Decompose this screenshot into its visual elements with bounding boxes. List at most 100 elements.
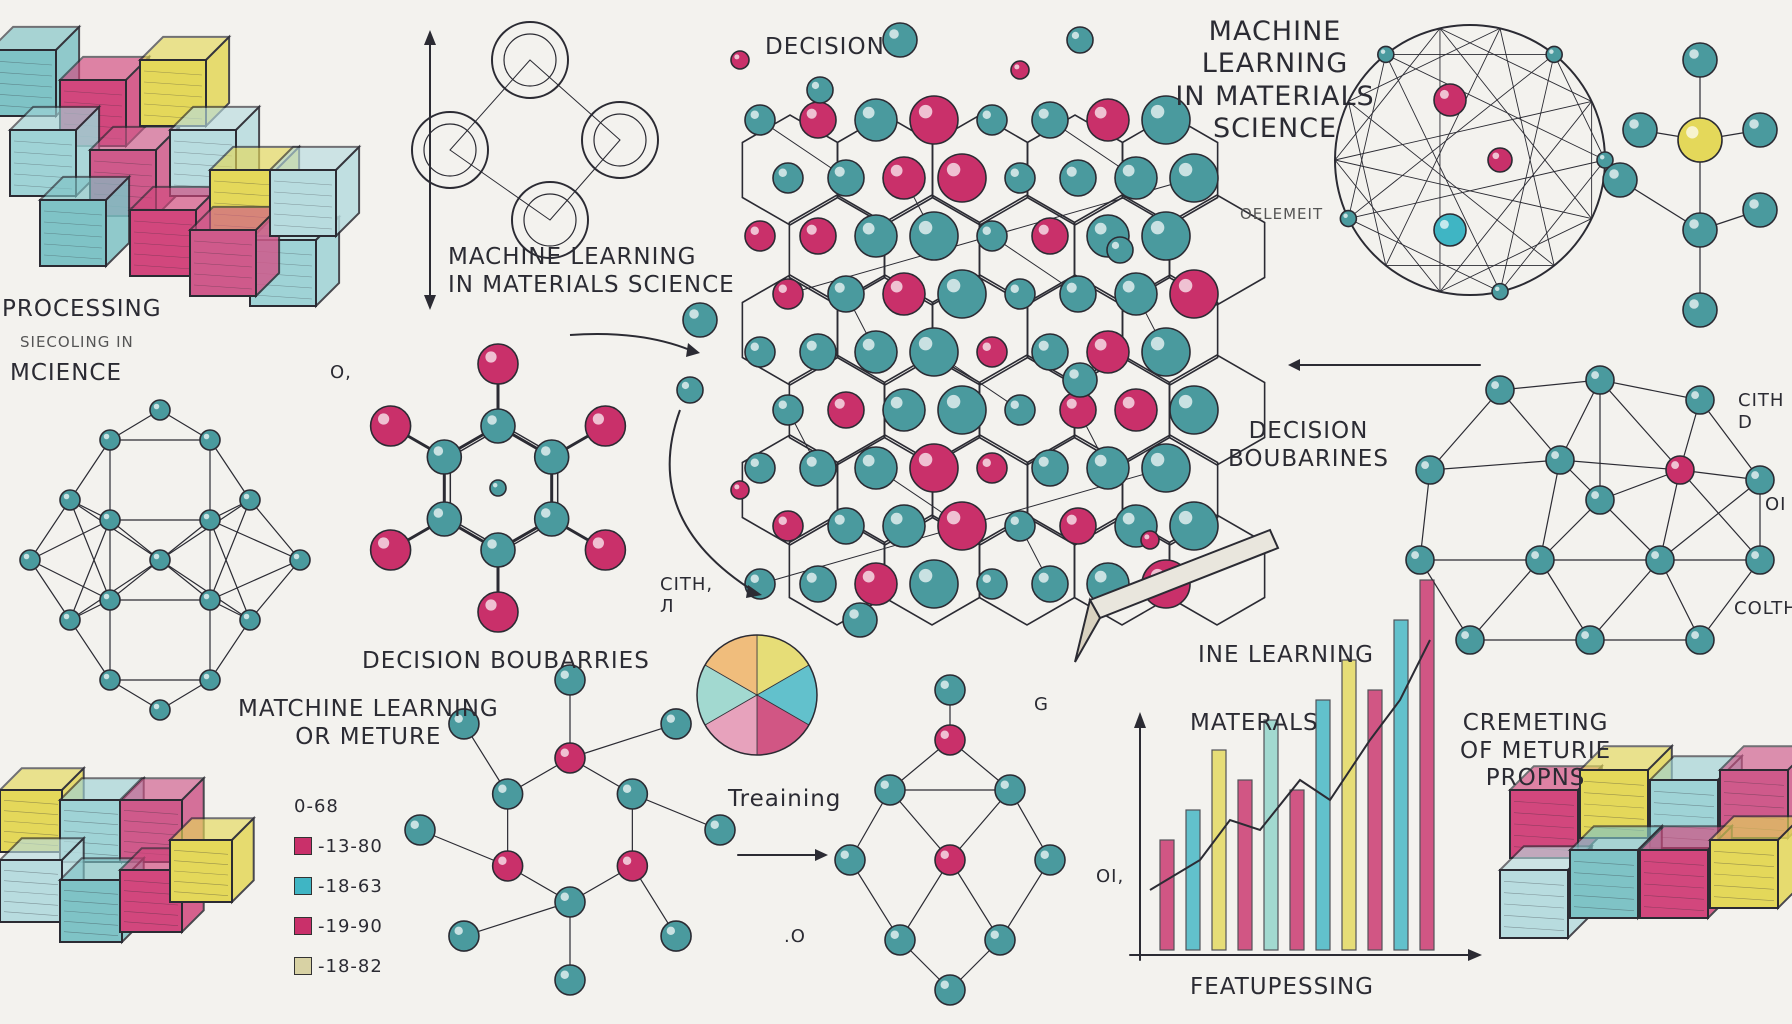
atom — [854, 98, 898, 142]
atom — [491, 778, 524, 810]
atom — [1114, 388, 1158, 432]
atom — [584, 529, 627, 571]
atom — [1086, 330, 1130, 374]
atom — [1545, 45, 1563, 64]
atom — [994, 774, 1026, 806]
atom — [772, 394, 804, 426]
crystal-lattice — [741, 95, 1266, 626]
atom — [477, 591, 519, 633]
atom — [704, 814, 736, 846]
atom — [772, 278, 804, 310]
legend-item: -18-63 — [294, 866, 383, 906]
cube-stack-bottom-left — [0, 765, 257, 945]
atom — [937, 385, 987, 435]
pie-sketch — [696, 634, 818, 756]
legend-swatch — [294, 877, 312, 895]
pencil-sketch — [1074, 528, 1280, 663]
atom — [744, 452, 776, 484]
atom — [660, 708, 692, 740]
atom — [984, 924, 1016, 956]
atom — [937, 501, 987, 551]
atom — [976, 452, 1008, 484]
atom — [59, 609, 81, 631]
atom — [1377, 45, 1395, 64]
atom — [199, 669, 221, 691]
atom — [1066, 26, 1094, 54]
atom — [676, 376, 704, 404]
atom — [1665, 455, 1695, 485]
atom — [799, 333, 837, 371]
atom — [19, 549, 41, 571]
atom — [584, 405, 627, 447]
atom — [1004, 510, 1036, 542]
atom — [799, 565, 837, 603]
legend-item: -13-80 — [294, 826, 383, 866]
label-materals: MATERALS — [1190, 710, 1319, 736]
atom — [1031, 333, 1069, 371]
atom — [554, 964, 586, 996]
legend: 0-68 -13-80 -18-63 -19-90 -18-82 — [294, 786, 383, 986]
network-right — [1405, 365, 1775, 655]
atom — [199, 509, 221, 531]
atom — [1141, 327, 1191, 377]
label-o-axis: OI, — [1096, 866, 1125, 887]
atom — [239, 489, 261, 511]
atom — [827, 275, 865, 313]
atom — [934, 974, 966, 1006]
polyhedron-left — [19, 399, 311, 721]
atom — [874, 774, 906, 806]
atom — [1169, 501, 1219, 551]
atom — [1059, 507, 1097, 545]
atom — [799, 217, 837, 255]
atom — [934, 724, 966, 756]
atom — [533, 439, 570, 475]
atom — [909, 95, 959, 145]
atom — [1685, 385, 1715, 415]
atom — [1682, 42, 1718, 78]
legend-label: -13-80 — [318, 835, 383, 857]
atom — [854, 562, 898, 606]
atom — [660, 920, 692, 952]
label-ol: OI — [1765, 494, 1787, 515]
atom — [1004, 394, 1036, 426]
label-decision-boundaries-left: DECISION BOUBARRIES — [362, 648, 650, 674]
legend-swatch — [294, 917, 312, 935]
atom — [1682, 212, 1718, 248]
atom — [616, 778, 649, 810]
atom — [289, 549, 311, 571]
atom — [1525, 545, 1555, 575]
atom — [369, 529, 412, 571]
cube-stack-bottom-right — [1497, 743, 1792, 941]
legend-item: -19-90 — [294, 906, 383, 946]
legend-item: -18-82 — [294, 946, 383, 986]
atom — [1742, 192, 1778, 228]
atom — [1491, 282, 1509, 301]
legend-label: -18-82 — [318, 955, 383, 977]
label-g: G — [1034, 694, 1049, 715]
atom — [799, 449, 837, 487]
atom — [827, 507, 865, 545]
atom — [937, 269, 987, 319]
atom — [239, 609, 261, 631]
atom — [909, 559, 959, 609]
atom — [1415, 455, 1445, 485]
atom — [1455, 625, 1485, 655]
molecule-bottom-center — [834, 674, 1066, 1006]
atom — [1062, 362, 1098, 398]
atom — [199, 429, 221, 451]
label-o2: O, — [330, 362, 352, 383]
atom — [806, 76, 834, 104]
atom — [149, 399, 171, 421]
atom — [976, 568, 1008, 600]
label-ine-learning: INE LEARNING — [1198, 642, 1374, 668]
atom — [1685, 625, 1715, 655]
label-decision-top: DECISION — [765, 34, 885, 60]
atom — [369, 405, 412, 447]
atom — [59, 489, 81, 511]
atom — [1141, 443, 1191, 493]
arrows — [569, 333, 1481, 861]
label-cremeting: CREMETING OF METURIE PROPNS — [1460, 710, 1612, 792]
atom — [1622, 112, 1658, 148]
atom — [730, 480, 750, 500]
